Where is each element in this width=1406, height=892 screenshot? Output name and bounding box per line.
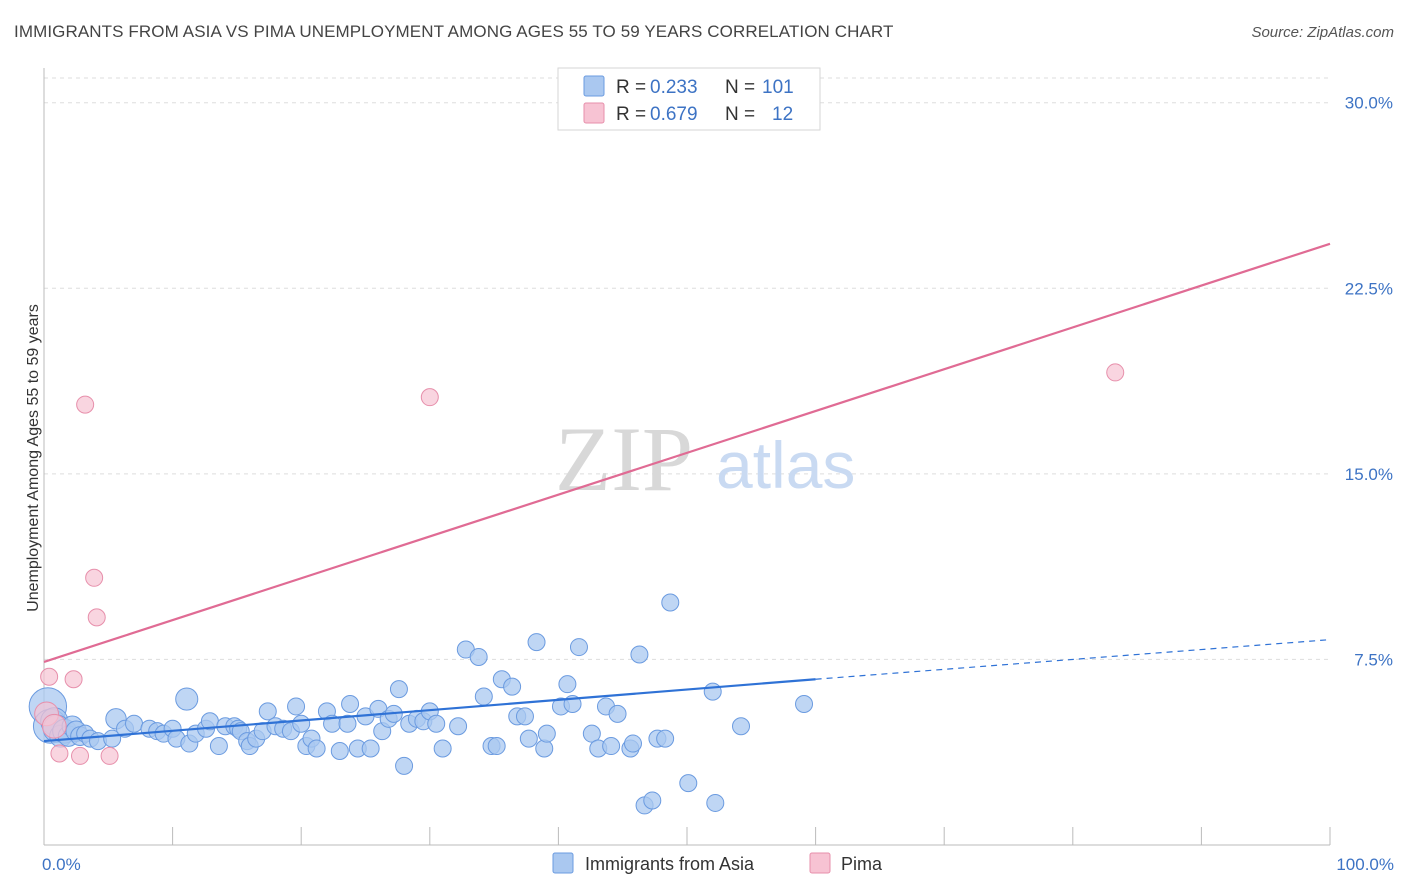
point-immigrants-from-asia <box>582 724 601 743</box>
point-immigrants-from-asia <box>395 756 414 775</box>
point-immigrants-from-asia <box>630 645 649 664</box>
point-pima <box>420 388 439 407</box>
legend-n-value: 12 <box>772 104 793 125</box>
legend-swatch-pink <box>583 102 605 124</box>
bottom-legend-label: Immigrants from Asia <box>585 854 755 874</box>
point-pima <box>85 568 104 587</box>
point-immigrants-from-asia <box>661 593 680 612</box>
point-immigrants-from-asia <box>433 739 452 758</box>
point-immigrants-from-asia <box>527 633 546 652</box>
legend-r-value: 0.679 <box>650 104 698 125</box>
gridlines <box>44 77 1330 660</box>
legend-n-label: N = <box>725 77 755 98</box>
point-immigrants-from-asia <box>623 734 642 753</box>
point-immigrants-from-asia <box>602 737 621 756</box>
x-tick-label: 0.0% <box>42 855 81 874</box>
point-pima <box>41 713 67 739</box>
point-pima <box>64 670 83 689</box>
legend-r-value: 0.233 <box>650 77 698 98</box>
point-immigrants-from-asia <box>569 638 588 657</box>
point-immigrants-from-asia <box>679 774 698 793</box>
point-immigrants-from-asia <box>732 717 751 736</box>
point-immigrants-from-asia <box>608 704 627 723</box>
series-immigrants-from-asia <box>28 593 814 815</box>
y-tick-label: 7.5% <box>1354 650 1393 669</box>
legend-n-label: N = <box>725 104 755 125</box>
point-immigrants-from-asia <box>125 714 144 733</box>
point-pima <box>71 746 90 765</box>
bottom-legend-swatch-pink <box>809 852 831 874</box>
bottom-legend-swatch-blue <box>552 852 574 874</box>
point-pima <box>1106 363 1125 382</box>
point-immigrants-from-asia <box>474 687 493 706</box>
point-immigrants-from-asia <box>537 724 556 743</box>
trend-lines <box>43 242 1331 743</box>
point-immigrants-from-asia <box>795 694 814 713</box>
point-immigrants-from-asia <box>307 739 326 758</box>
legend-n-value: 101 <box>762 77 794 98</box>
bottom-legend-label: Pima <box>841 854 883 874</box>
point-pima <box>87 608 106 627</box>
point-immigrants-from-asia <box>361 739 380 758</box>
trend-line-immigrants-from-asia <box>43 678 816 743</box>
point-pima <box>40 667 59 686</box>
chart-title: IMMIGRANTS FROM ASIA VS PIMA UNEMPLOYMEN… <box>14 22 894 41</box>
y-tick-label: 22.5% <box>1345 279 1393 298</box>
point-pima <box>50 744 69 763</box>
point-immigrants-from-asia <box>449 717 468 736</box>
source-label: Source: ZipAtlas.com <box>1251 24 1394 41</box>
legend: R = 0.233 N = 101 R = 0.679 N = 12 <box>557 67 821 131</box>
watermark-atlas: atlas <box>716 428 855 502</box>
y-tick-label: 30.0% <box>1345 94 1393 113</box>
trend-line-immigrants-from-asia <box>815 639 1331 680</box>
point-immigrants-from-asia <box>519 729 538 748</box>
watermark: ZIP atlas <box>555 408 855 510</box>
legend-swatch-blue <box>583 75 605 97</box>
point-immigrants-from-asia <box>469 647 488 666</box>
y-axis-title: Unemployment Among Ages 55 to 59 years <box>25 304 42 612</box>
tick-labels: 7.5% 15.0% 22.5% 30.0% 0.0% 100.0% <box>42 94 1394 874</box>
point-immigrants-from-asia <box>706 793 725 812</box>
point-immigrants-from-asia <box>427 714 446 733</box>
point-immigrants-from-asia <box>209 737 228 756</box>
point-immigrants-from-asia <box>258 702 277 721</box>
point-immigrants-from-asia <box>389 680 408 699</box>
legend-r-label: R = <box>616 104 646 125</box>
point-immigrants-from-asia <box>558 675 577 694</box>
legend-r-label: R = <box>616 77 646 98</box>
point-immigrants-from-asia <box>515 707 534 726</box>
point-immigrants-from-asia <box>175 687 199 711</box>
trend-line-pima <box>43 242 1331 663</box>
point-immigrants-from-asia <box>330 741 349 760</box>
point-immigrants-from-asia <box>656 729 675 748</box>
series-pima <box>34 363 1125 765</box>
point-pima <box>76 395 95 414</box>
point-pima <box>100 746 119 765</box>
point-immigrants-from-asia <box>338 714 357 733</box>
point-immigrants-from-asia <box>503 677 522 696</box>
watermark-zip: ZIP <box>555 408 693 510</box>
point-immigrants-from-asia <box>703 682 722 701</box>
point-immigrants-from-asia <box>535 739 554 758</box>
point-immigrants-from-asia <box>487 737 506 756</box>
point-immigrants-from-asia <box>292 714 311 733</box>
y-tick-label: 15.0% <box>1345 465 1393 484</box>
point-immigrants-from-asia <box>287 697 306 716</box>
point-immigrants-from-asia <box>643 791 662 810</box>
x-tick-label: 100.0% <box>1336 855 1394 874</box>
bottom-legend: Immigrants from Asia Pima <box>552 852 883 874</box>
point-immigrants-from-asia <box>341 694 360 713</box>
